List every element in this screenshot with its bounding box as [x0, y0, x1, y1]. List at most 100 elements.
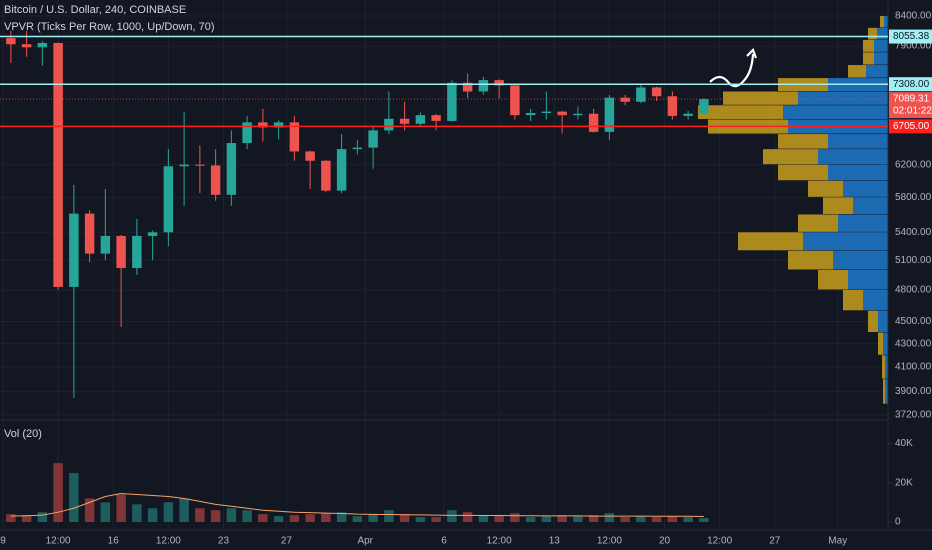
- volume-bar: [116, 494, 126, 522]
- profile-up: [783, 105, 888, 119]
- candle-body: [636, 87, 646, 102]
- volume-bar: [447, 510, 457, 522]
- profile-down: [818, 269, 848, 290]
- level-label-box: [889, 29, 932, 44]
- volume-bar: [273, 516, 284, 522]
- profile-down: [848, 65, 866, 78]
- candle-body: [620, 97, 630, 102]
- volume-bar: [258, 514, 268, 522]
- volume-bar: [305, 514, 315, 522]
- volume-bar: [636, 516, 646, 522]
- profile-down: [878, 332, 883, 355]
- volume-bar: [588, 515, 599, 522]
- y-tick-label: 4100.00: [895, 362, 932, 373]
- y-tick-label: 4500.00: [895, 316, 932, 327]
- candle-body: [195, 164, 205, 166]
- candle-body: [242, 122, 252, 144]
- candle-body: [226, 143, 237, 195]
- level-label: 7308.00: [893, 79, 930, 90]
- profile-up: [874, 39, 888, 52]
- y-tick-label: 8400.00: [895, 11, 932, 22]
- profile-up: [874, 52, 888, 65]
- candle-body: [210, 165, 221, 195]
- profile-up: [838, 214, 888, 232]
- profile-up: [883, 332, 888, 355]
- level-label-box: [889, 119, 932, 134]
- profile-down: [882, 355, 885, 379]
- y-tick-label: 3900.00: [895, 386, 932, 397]
- volume-bar: [651, 517, 662, 522]
- candle-body: [163, 166, 174, 233]
- profile-down: [738, 232, 803, 251]
- volume-bar: [541, 516, 552, 522]
- x-tick-label: 20: [659, 536, 671, 547]
- volume-bar: [573, 516, 583, 522]
- profile-down: [798, 214, 838, 232]
- candle-body: [179, 164, 189, 167]
- x-tick-label: 16: [108, 536, 120, 547]
- candle-body: [667, 96, 678, 116]
- x-tick-label: 27: [769, 536, 781, 547]
- chart-title: Bitcoin / U.S. Dollar, 240, COINBASE: [4, 4, 186, 16]
- x-tick-label: 12:00: [46, 536, 71, 547]
- volume-tick-label: 0: [895, 517, 901, 528]
- volume-bar: [415, 517, 426, 522]
- volume-bar: [699, 518, 709, 522]
- candle-body: [415, 115, 426, 124]
- volume-bar: [100, 502, 111, 522]
- volume-bar: [352, 516, 363, 522]
- candle-body: [6, 38, 16, 45]
- x-tick-label: May: [828, 536, 847, 547]
- volume-bar: [604, 513, 615, 522]
- level-label-box: [889, 77, 932, 92]
- profile-up: [798, 91, 888, 105]
- candle-body: [352, 147, 363, 150]
- volume-bar: [321, 513, 331, 522]
- volume-tick-label: 40K: [895, 438, 913, 449]
- profile-up: [843, 180, 888, 197]
- profile-down: [723, 91, 798, 105]
- volume-profile: [698, 16, 888, 404]
- candle-body: [431, 115, 441, 121]
- x-tick-label: 23: [218, 536, 230, 547]
- volume-bar: [525, 517, 536, 522]
- volume-bar: [557, 515, 567, 522]
- profile-down: [808, 180, 843, 197]
- candle-body: [321, 160, 331, 191]
- profile-up: [877, 27, 888, 40]
- candle-body: [525, 113, 536, 116]
- candle-body: [147, 232, 158, 236]
- volume-bar: [84, 498, 95, 522]
- level-label: 6705.00: [893, 121, 930, 132]
- volume-bar: [226, 508, 237, 522]
- candle-body: [557, 111, 567, 116]
- candle-body: [69, 213, 79, 287]
- volume-bar: [6, 514, 16, 522]
- profile-down: [788, 250, 833, 270]
- x-tick-label: 12:00: [156, 536, 181, 547]
- y-tick-label: 3720.00: [895, 409, 932, 420]
- profile-up: [853, 197, 888, 215]
- profile-up: [878, 310, 888, 333]
- volume-title: Vol (20): [4, 428, 42, 440]
- volume-bar: [384, 510, 394, 522]
- profile-up: [884, 16, 888, 28]
- x-tick-label: 27: [281, 536, 293, 547]
- y-tick-label: 6200.00: [895, 159, 932, 170]
- profile-down: [880, 16, 884, 28]
- volume-bar: [69, 472, 79, 522]
- candle-body: [116, 235, 126, 269]
- x-tick-label: 12:00: [707, 536, 732, 547]
- profile-up: [833, 250, 888, 270]
- candle-body: [384, 118, 394, 131]
- profile-down: [778, 164, 828, 181]
- candle-body: [305, 151, 315, 161]
- candle-body: [588, 113, 599, 132]
- volume-ma-line: [10, 493, 704, 518]
- volume-bar: [195, 508, 205, 522]
- candle-body: [336, 149, 347, 191]
- grid: [0, 0, 892, 530]
- candle-body: [494, 80, 504, 86]
- candle-body: [21, 44, 32, 48]
